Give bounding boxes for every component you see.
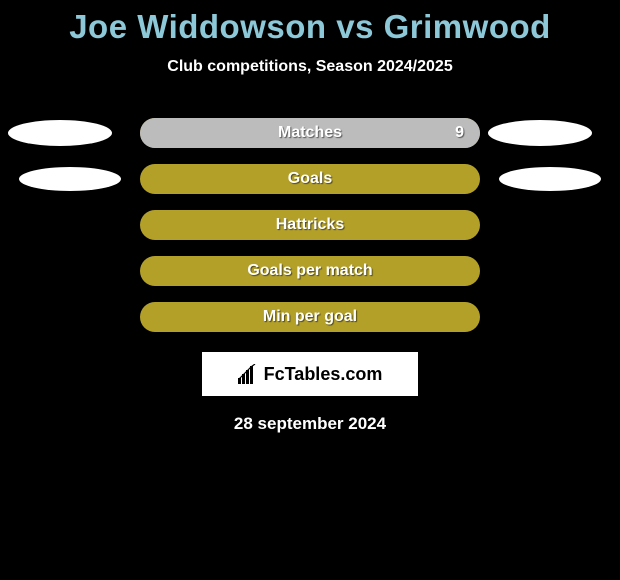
stat-bar: Goals per match: [140, 256, 480, 286]
player2-name: Grimwood: [384, 8, 551, 45]
stat-row: Matches 9: [0, 118, 620, 148]
stats-container: Matches 9 Goals Hattricks Goals per match Min…: [0, 118, 620, 332]
stat-bar: Matches 9: [140, 118, 480, 148]
stat-bar: Hattricks: [140, 210, 480, 240]
stat-row: Hattricks: [0, 210, 620, 240]
player1-name: Joe Widdowson: [69, 8, 326, 45]
stat-label: Min per goal: [263, 308, 357, 326]
stat-row: Goals per match: [0, 256, 620, 286]
bars-icon: [238, 364, 258, 384]
right-ellipse: [488, 120, 592, 146]
left-ellipse: [19, 167, 121, 191]
page-title: Joe Widdowson vs Grimwood: [0, 0, 620, 46]
left-ellipse: [8, 120, 112, 146]
date-text: 28 september 2024: [0, 414, 620, 434]
subtitle: Club competitions, Season 2024/2025: [0, 58, 620, 76]
stat-bar: Min per goal: [140, 302, 480, 332]
stat-value: 9: [455, 124, 464, 142]
stat-label: Goals: [288, 170, 332, 188]
stat-row: Goals: [0, 164, 620, 194]
branding-box: FcTables.com: [202, 352, 418, 396]
stat-label: Matches: [278, 124, 342, 142]
right-ellipse: [499, 167, 601, 191]
stat-label: Hattricks: [276, 216, 344, 234]
stat-label: Goals per match: [247, 262, 372, 280]
vs-text: vs: [336, 8, 374, 45]
branding-text: FcTables.com: [264, 364, 383, 385]
stat-row: Min per goal: [0, 302, 620, 332]
stat-bar: Goals: [140, 164, 480, 194]
